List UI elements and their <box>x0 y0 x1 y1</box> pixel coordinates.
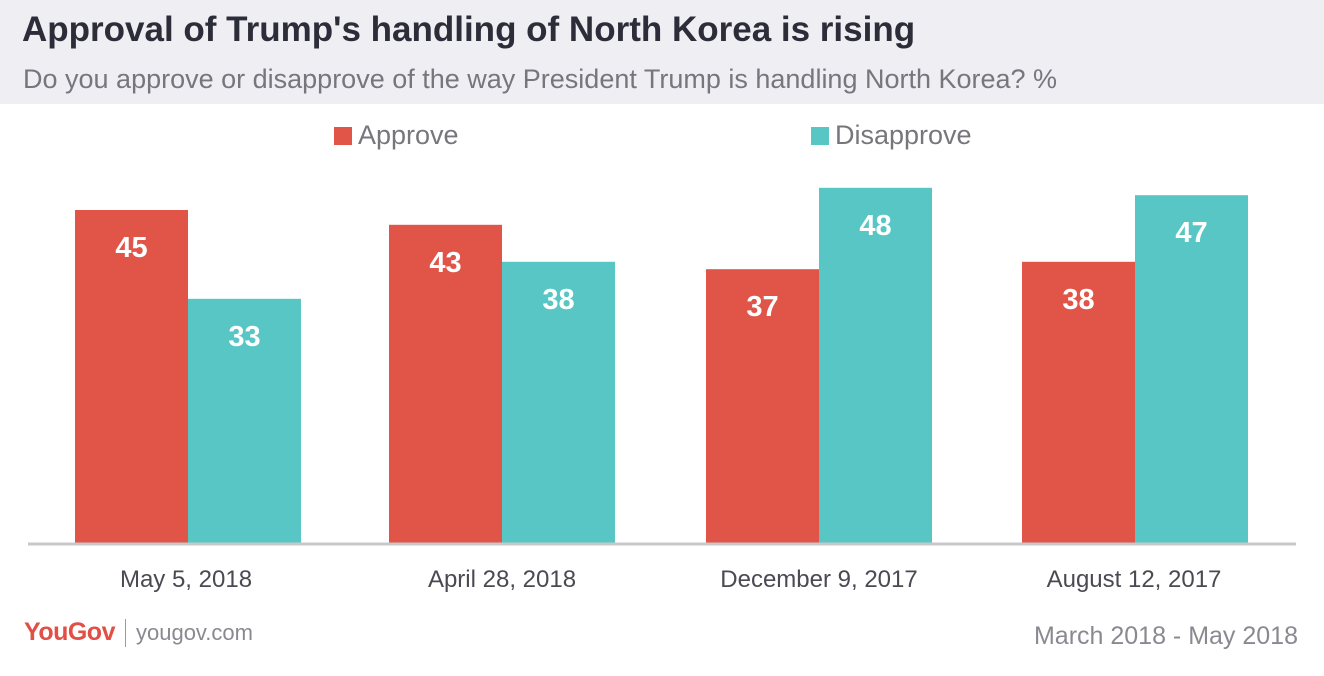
x-tick-label-0: May 5, 2018 <box>120 566 252 593</box>
legend: Approve Disapprove <box>0 120 1324 156</box>
data-label-approve-1: 43 <box>429 247 461 279</box>
date-range: March 2018 - May 2018 <box>1033 622 1298 650</box>
legend-swatch-approve <box>334 126 352 145</box>
bar-disapprove-1 <box>502 261 615 543</box>
legend-swatch-disapprove <box>811 126 829 145</box>
legend-label-disapprove: Disapprove <box>835 120 972 150</box>
legend-label-approve: Approve <box>358 120 459 150</box>
bar-chart: 45 33 May 5, 2018 43 38 April 28, 2018 37 48 Dec… <box>28 187 1296 593</box>
data-label-disapprove-1: 38 <box>542 284 574 316</box>
footer-branding: YouGov yougov.com <box>24 618 253 647</box>
chart-title: Approval of Trump's handling of North Ko… <box>22 10 916 49</box>
header-band: Approval of Trump's handling of North Ko… <box>0 0 1324 104</box>
bar-approve-3 <box>1022 261 1135 543</box>
data-label-disapprove-2: 48 <box>859 210 891 242</box>
bar-disapprove-3 <box>1135 195 1248 543</box>
site-url: yougov.com <box>135 619 253 645</box>
x-tick-label-3: August 12, 2017 <box>1047 566 1222 593</box>
legend-item-disapprove: Disapprove <box>811 120 972 151</box>
logo-divider <box>124 618 126 647</box>
data-label-approve-3: 38 <box>1062 284 1094 316</box>
data-label-disapprove-3: 47 <box>1175 217 1207 249</box>
legend-item-approve: Approve <box>334 120 459 151</box>
yougov-logo: YouGov <box>24 618 115 646</box>
data-label-disapprove-0: 33 <box>228 321 260 353</box>
data-label-approve-0: 45 <box>115 232 147 264</box>
bar-approve-0 <box>75 210 188 543</box>
x-tick-label-1: April 28, 2018 <box>428 566 576 593</box>
bar-disapprove-0 <box>188 298 301 543</box>
chart-subtitle: Do you approve or disapprove of the way … <box>23 64 1058 94</box>
bar-approve-1 <box>389 224 502 544</box>
x-tick-label-2: December 9, 2017 <box>720 566 917 593</box>
bar-approve-2 <box>706 269 819 543</box>
data-label-approve-2: 37 <box>746 291 778 323</box>
bar-disapprove-2 <box>819 187 932 544</box>
